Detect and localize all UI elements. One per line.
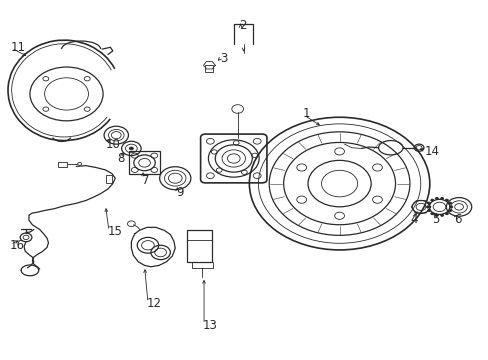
Text: 16: 16	[9, 239, 24, 252]
Text: 12: 12	[147, 297, 162, 310]
Text: 13: 13	[203, 319, 218, 332]
Text: 5: 5	[431, 213, 439, 226]
Circle shape	[129, 147, 133, 150]
Text: 3: 3	[220, 51, 227, 64]
Circle shape	[427, 210, 429, 212]
Text: 7: 7	[142, 174, 149, 186]
Circle shape	[435, 214, 438, 216]
Circle shape	[435, 197, 438, 199]
Text: 2: 2	[239, 19, 246, 32]
Bar	[186, 230, 212, 262]
Circle shape	[445, 212, 447, 215]
Bar	[129, 151, 160, 174]
Text: 10: 10	[105, 138, 120, 150]
Circle shape	[440, 214, 443, 216]
Circle shape	[449, 206, 452, 208]
Text: 8: 8	[118, 152, 125, 165]
Circle shape	[430, 199, 433, 201]
Circle shape	[426, 206, 428, 208]
Circle shape	[445, 199, 447, 201]
Bar	[106, 175, 112, 183]
Circle shape	[447, 210, 450, 212]
Circle shape	[427, 202, 429, 204]
Circle shape	[430, 212, 433, 215]
Circle shape	[447, 202, 450, 204]
Bar	[58, 162, 67, 167]
Text: 1: 1	[303, 107, 310, 120]
Text: 4: 4	[409, 213, 417, 226]
Text: 11: 11	[10, 41, 25, 54]
Circle shape	[440, 197, 443, 199]
Bar	[205, 65, 213, 72]
Text: 9: 9	[176, 186, 183, 199]
Text: 15: 15	[108, 225, 122, 238]
Text: 14: 14	[424, 145, 439, 158]
Text: 6: 6	[453, 213, 461, 226]
